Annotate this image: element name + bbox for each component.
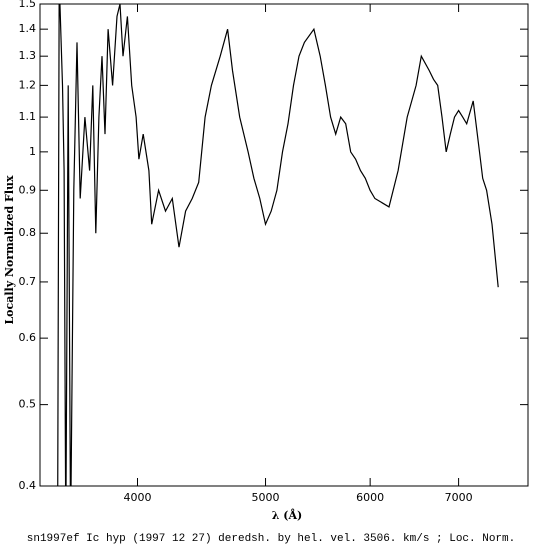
y-tick-label: 0.4 [19, 479, 37, 492]
y-tick-label: 1.2 [19, 78, 37, 91]
x-tick-label: 7000 [445, 491, 473, 504]
x-tick-label: 5000 [252, 491, 280, 504]
y-tick-label: 1.5 [19, 0, 37, 10]
y-tick-label: 0.8 [19, 226, 37, 239]
y-tick-label: 0.9 [19, 183, 37, 196]
spectrum-line [57, 4, 499, 486]
x-tick-label: 4000 [123, 491, 151, 504]
y-axis-label: Locally Normalized Flux [3, 175, 16, 325]
caption: sn1997ef Ic hyp (1997 12 27) deredsh. by… [27, 533, 515, 545]
y-tick-label: 1.4 [19, 22, 37, 35]
x-tick-label: 6000 [356, 491, 384, 504]
plot-frame [39, 3, 529, 487]
y-tick-label: 0.5 [19, 398, 37, 411]
y-tick-label: 1.1 [19, 110, 37, 123]
y-tick-label: 0.6 [19, 331, 37, 344]
y-tick-label: 1 [29, 145, 36, 158]
y-tick-label: 1.3 [19, 49, 37, 62]
y-tick-label: 0.7 [19, 275, 37, 288]
x-axis-label: λ (Å) [272, 508, 303, 522]
